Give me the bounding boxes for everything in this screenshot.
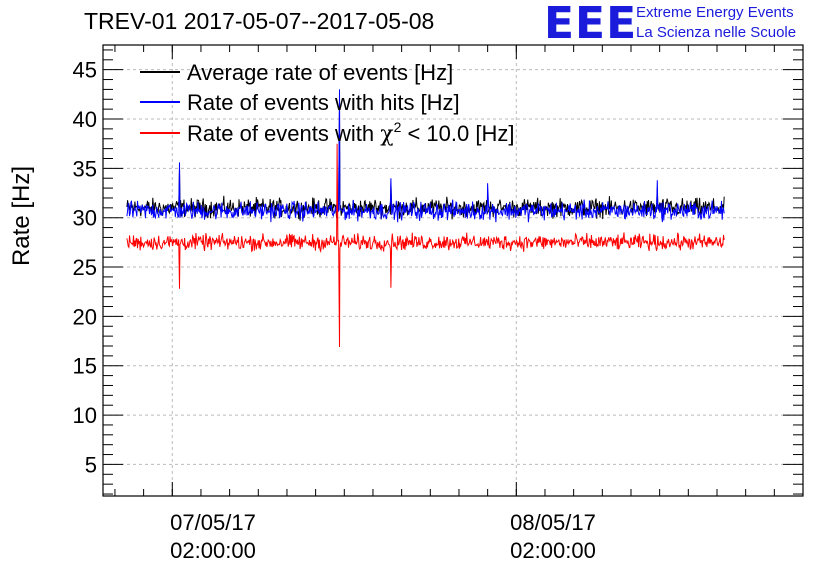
y-tick-label: 20 [73, 304, 97, 329]
y-tick-label: 35 [73, 156, 97, 181]
legend-label-0: Average rate of events [Hz] [187, 60, 453, 85]
y-tick-label: 10 [73, 403, 97, 428]
logo-line-2: La Scienza nelle Scuole [636, 24, 797, 41]
x-tick-date-1: 08/05/17 [510, 510, 596, 535]
y-axis: 5 10 15 20 25 30 35 40 45 [73, 49, 803, 495]
y-tick-label: 40 [73, 107, 97, 132]
series-line-2 [126, 143, 725, 348]
y-tick-label: 15 [73, 354, 97, 379]
y-tick-label: 25 [73, 255, 97, 280]
y-tick-label: 5 [85, 452, 97, 477]
series-group [126, 89, 725, 348]
plot-frame [102, 44, 804, 497]
y-tick-label: 45 [73, 58, 97, 83]
y-tick-label: 30 [73, 206, 97, 231]
x-tick-time-1: 02:00:00 [510, 538, 596, 563]
chart-title: TREV-01 2017-05-07--2017-05-08 [84, 8, 435, 34]
grid [103, 45, 803, 496]
legend: Average rate of events [Hz] Rate of event… [140, 60, 514, 147]
x-tick-date-0: 07/05/17 [170, 510, 256, 535]
legend-label-2: Rate of events with χ2 < 10.0 [Hz] [187, 119, 514, 147]
x-tick-time-0: 02:00:00 [170, 538, 256, 563]
series-line-1 [126, 89, 725, 223]
legend-label-1: Rate of events with hits [Hz] [187, 90, 460, 115]
x-axis [114, 45, 775, 496]
eee-logo: EEE [544, 0, 638, 49]
logo-line-1: Extreme Energy Events [636, 4, 794, 21]
